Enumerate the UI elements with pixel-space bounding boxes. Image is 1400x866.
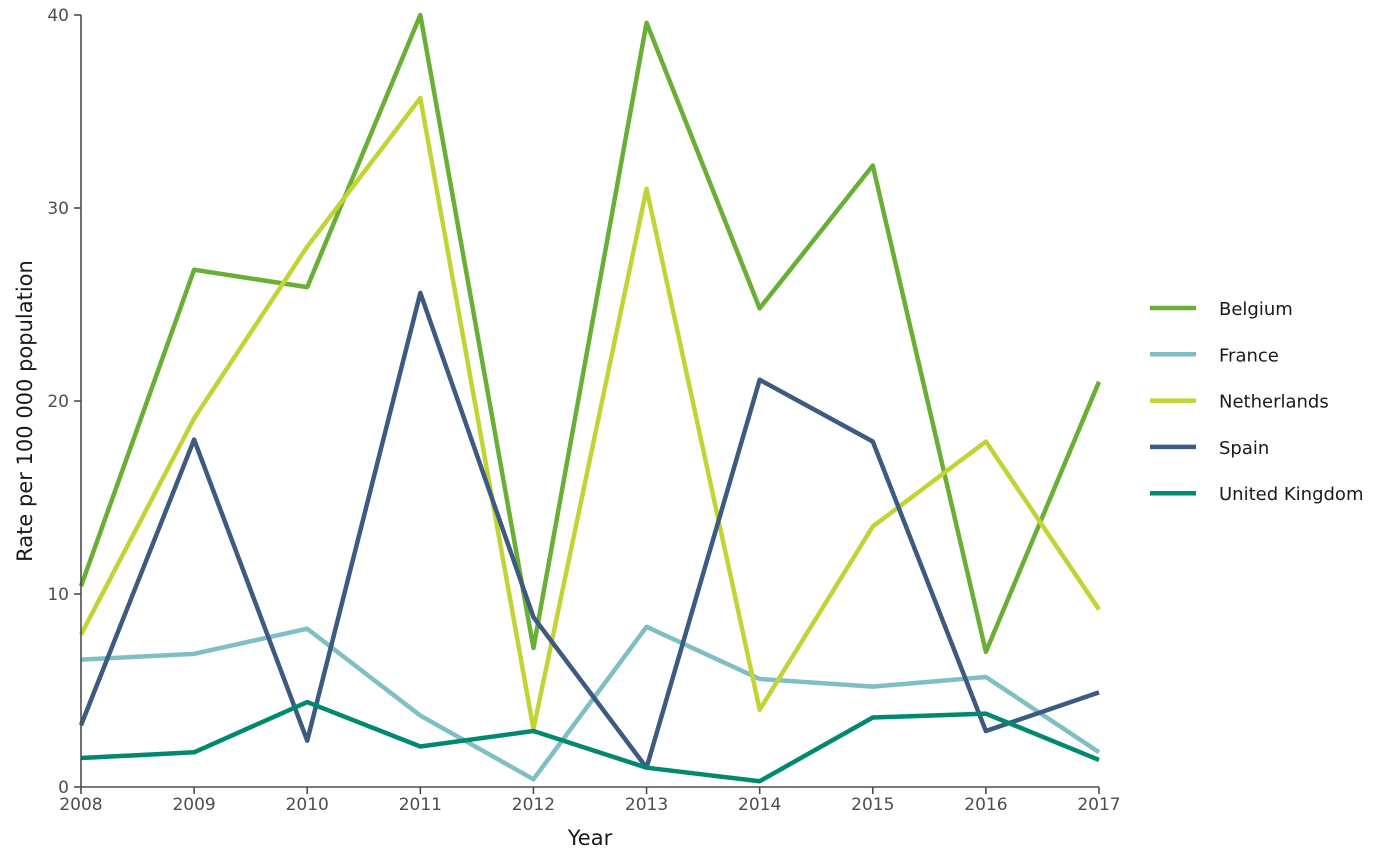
- x-tick-label: 2013: [625, 795, 668, 815]
- x-tick-label: 2008: [59, 795, 102, 815]
- series-line-spain: [78, 290, 1100, 770]
- legend-label-spain: Spain: [1219, 438, 1269, 459]
- plot-area: [78, 12, 1102, 784]
- series-line-belgium: [78, 12, 1102, 655]
- series-line-france: [80, 624, 1101, 782]
- x-axis-ticks: 2008 2009 2010 2011 2012 2013 2014 2015 2016 2017: [59, 787, 1121, 815]
- x-tick-label: 2012: [512, 795, 555, 815]
- x-tick-label: 2014: [738, 795, 781, 815]
- x-axis-title: Year: [567, 826, 613, 850]
- x-tick-label: 2015: [851, 795, 894, 815]
- series-line-united-kingdom: [80, 699, 1100, 784]
- y-tick-label: 0: [58, 778, 69, 798]
- y-axis-title: Rate per 100 000 population: [13, 260, 37, 562]
- y-axis-ticks: 0 10 20 30 40: [47, 6, 81, 798]
- x-tick-label: 2010: [286, 795, 329, 815]
- series-line-netherlands: [79, 95, 1101, 732]
- legend: Belgium France Netherlands Spain United King…: [1150, 299, 1363, 505]
- y-tick-label: 10: [47, 585, 69, 605]
- legend-label-netherlands: Netherlands: [1219, 392, 1329, 413]
- x-tick-label: 2011: [399, 795, 442, 815]
- legend-label-united-kingdom: United Kingdom: [1219, 484, 1363, 505]
- legend-label-belgium: Belgium: [1219, 299, 1293, 320]
- y-tick-label: 30: [47, 199, 69, 219]
- y-tick-label: 20: [47, 392, 69, 412]
- y-tick-label: 40: [47, 6, 69, 26]
- legend-label-france: France: [1219, 345, 1279, 366]
- x-tick-label: 2016: [964, 795, 1007, 815]
- x-tick-label: 2017: [1077, 795, 1120, 815]
- x-tick-label: 2009: [172, 795, 215, 815]
